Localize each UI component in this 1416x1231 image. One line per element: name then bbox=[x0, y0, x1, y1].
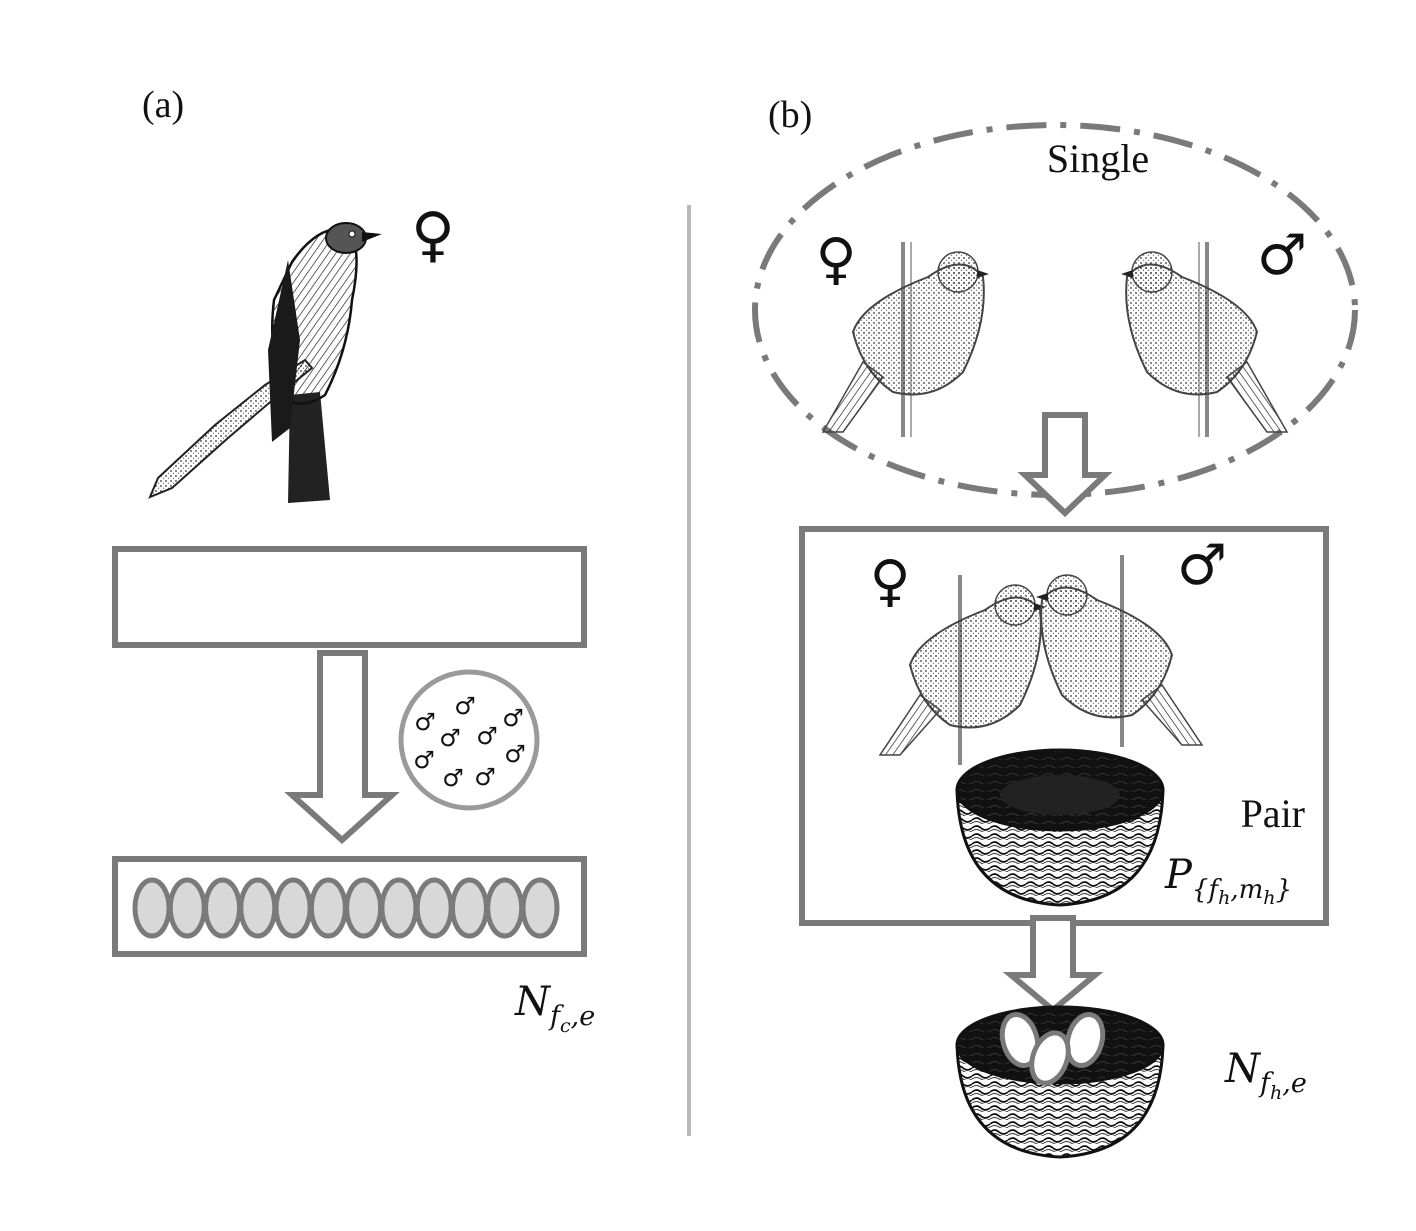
egg bbox=[520, 877, 560, 939]
egg-count-label-a: Nfc,e bbox=[514, 979, 595, 1037]
female-symbol-single: ♀ bbox=[815, 227, 856, 292]
egg bbox=[203, 877, 243, 939]
cuckoo-tail bbox=[288, 392, 330, 503]
male-symbol: ♂ bbox=[442, 764, 464, 792]
egg bbox=[1029, 1030, 1071, 1086]
single-male-bird bbox=[1121, 242, 1289, 437]
cuckoo-illustration bbox=[148, 222, 382, 503]
egg-cluster-b bbox=[999, 1012, 1106, 1086]
male-symbol: ♂ bbox=[504, 740, 526, 768]
egg bbox=[379, 877, 419, 939]
egg bbox=[449, 877, 489, 939]
female-symbol-a: ♀ bbox=[411, 200, 455, 270]
pair-male-bird bbox=[1036, 555, 1204, 747]
male-symbol: ♂ bbox=[414, 708, 436, 736]
cuckoo-head bbox=[325, 222, 367, 254]
egg-box-a bbox=[112, 856, 587, 957]
egg bbox=[414, 877, 454, 939]
male-symbol: ♂ bbox=[502, 704, 524, 732]
down-arrow-a bbox=[284, 650, 400, 845]
cuckoo-eye bbox=[348, 230, 356, 238]
egg-count-label-b: Nfh,e bbox=[1224, 1046, 1307, 1104]
egg bbox=[485, 877, 525, 939]
male-symbol-single: ♂ bbox=[1257, 223, 1307, 288]
pair-female-bird bbox=[878, 575, 1046, 765]
panel-a-label: (a) bbox=[142, 84, 184, 126]
empty-nest bbox=[955, 748, 1165, 907]
cuckoo-box-top bbox=[112, 546, 587, 648]
down-arrow-single-to-pair bbox=[1017, 412, 1113, 518]
egg bbox=[344, 877, 384, 939]
egg bbox=[238, 877, 278, 939]
egg bbox=[999, 1012, 1041, 1068]
egg bbox=[1064, 1012, 1106, 1068]
pair-probability-label: P{fh,mh} bbox=[1164, 852, 1292, 909]
cuckoo-wing bbox=[268, 260, 300, 442]
male-symbol: ♂ bbox=[439, 724, 461, 752]
panel-a: (a) ♀ ♂ ♂ ♂ ♂ ♂ ♂ ♂ ♂ ♂ Nfc,e bbox=[112, 84, 595, 1037]
egg bbox=[167, 877, 207, 939]
male-symbol: ♂ bbox=[413, 746, 435, 774]
male-symbol: ♂ bbox=[454, 692, 476, 720]
cuckoo-beak bbox=[362, 232, 382, 242]
egg-row-a bbox=[132, 877, 560, 939]
nest-with-eggs bbox=[955, 1005, 1165, 1159]
egg bbox=[132, 877, 172, 939]
panel-b-label: (b) bbox=[768, 94, 812, 136]
male-symbol: ♂ bbox=[476, 722, 498, 750]
egg bbox=[273, 877, 313, 939]
male-symbol: ♂ bbox=[474, 763, 496, 791]
down-arrow-pair-to-nest bbox=[1002, 915, 1104, 1014]
egg bbox=[308, 877, 348, 939]
males-circle-outline bbox=[398, 669, 540, 811]
single-female-bird bbox=[821, 242, 989, 437]
single-label: Single bbox=[1047, 136, 1149, 181]
males-circle: ♂ ♂ ♂ ♂ ♂ ♂ ♂ ♂ ♂ bbox=[398, 669, 540, 811]
male-symbol-pair: ♂ bbox=[1177, 533, 1227, 598]
panel-b: (b) Single ♀ ♂ ♀ ♂ bbox=[752, 94, 1358, 1159]
pair-label: Pair bbox=[1241, 791, 1305, 836]
female-symbol-pair: ♀ bbox=[869, 549, 910, 614]
